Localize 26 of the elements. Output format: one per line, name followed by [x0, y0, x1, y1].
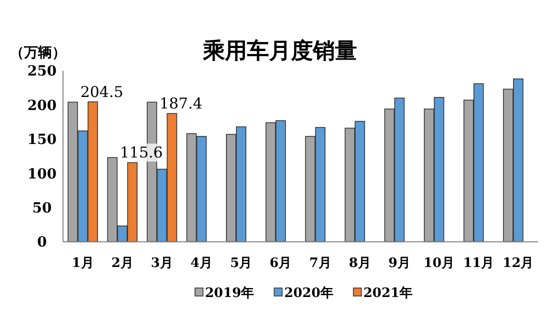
y-tick-label: 250	[27, 64, 57, 80]
x-tick-label: 8月	[348, 256, 371, 271]
y-tick-label: 0	[37, 234, 48, 251]
data-label: 204.5	[80, 82, 124, 101]
x-tick-label: 12月	[502, 256, 534, 271]
data-label: 187.4	[159, 94, 202, 113]
x-tick-label: 4月	[190, 256, 213, 271]
x-tick-label: 5月	[230, 256, 252, 271]
x-tick-label: 10月	[423, 256, 455, 271]
y-tick-label: 150	[27, 132, 57, 148]
x-tick-label: 9月	[388, 256, 410, 271]
legend-label: 2021年	[363, 286, 413, 301]
y-tick-label: 100	[27, 166, 57, 182]
data-label: 115.6	[120, 144, 163, 162]
legend-label: 2019年	[205, 286, 254, 301]
y-tick-label: 50	[32, 200, 52, 216]
chart-title: 乘用车月度销量	[202, 38, 357, 64]
x-tick-label: 7月	[309, 256, 332, 271]
x-tick-label: 1月	[72, 256, 94, 271]
x-tick-label: 6月	[270, 256, 292, 271]
legend-label: 2020年	[284, 286, 334, 301]
y-axis-title: （万辆）	[10, 45, 66, 61]
x-tick-label: 11月	[463, 256, 494, 271]
y-tick-label: 200	[27, 98, 57, 114]
x-tick-label: 3月	[150, 256, 173, 271]
x-tick-label: 2月	[111, 256, 134, 271]
